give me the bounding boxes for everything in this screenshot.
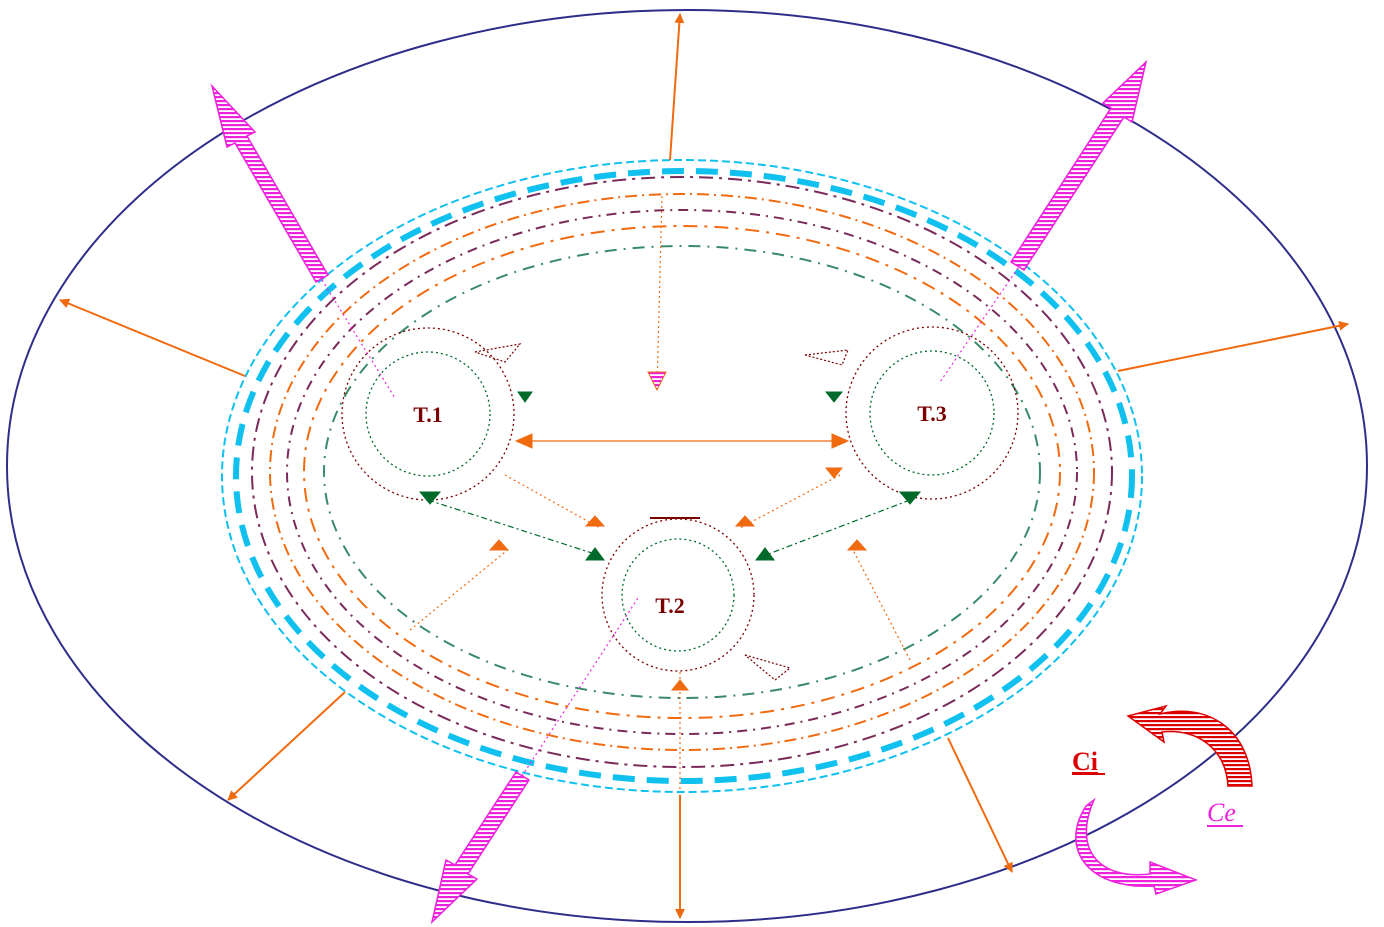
magenta-dotted-links xyxy=(321,267,1019,777)
inner-rings xyxy=(251,176,1113,768)
node-t3-label: T.3 xyxy=(917,401,947,426)
legend-ci-label: Ci xyxy=(1072,747,1098,776)
ring-orange-outer xyxy=(269,193,1095,751)
link-t3-t2-green xyxy=(765,499,911,556)
cyan-boundary-thick xyxy=(233,168,1135,784)
node-t3: T.3 xyxy=(845,326,1019,500)
arrowhead-green-t2-right xyxy=(755,547,775,561)
arrowhead-orange-right-boundary xyxy=(846,539,868,551)
ring-teal-inner xyxy=(323,245,1041,699)
arrowhead-orange-t2-right xyxy=(734,515,756,527)
node-connections xyxy=(409,440,911,790)
ci-curved-arrow-icon xyxy=(1126,704,1253,787)
magenta-arrows xyxy=(210,59,1148,925)
node-t1: T.1 xyxy=(341,327,515,501)
ring-purple-mid xyxy=(286,209,1078,735)
small-arrowheads xyxy=(418,391,922,691)
arrowhead-orange-t3 xyxy=(824,467,844,479)
arrow-bottom-left xyxy=(227,691,346,801)
link-boundary-t2-right xyxy=(851,547,911,661)
top-dotted-arrowhead xyxy=(647,371,667,392)
link-boundary-t2-left xyxy=(409,547,511,631)
radial-arrows xyxy=(59,13,1349,919)
arrowhead-green-t2-left xyxy=(585,547,605,561)
link-t3-t2-orange xyxy=(739,474,841,529)
node-t2-inner-circle xyxy=(621,538,735,652)
node-flags xyxy=(474,343,849,681)
link-t1-t2-orange xyxy=(504,474,601,529)
node-t3-inner-circle xyxy=(869,350,995,476)
link-bottomleft-t2 xyxy=(521,597,639,777)
top-dotted-line xyxy=(656,195,663,389)
arrowhead-orange-bottom xyxy=(670,679,690,691)
node-t2-label: T.2 xyxy=(655,593,685,618)
node-t1-label: T.1 xyxy=(413,402,443,427)
flag-t1 xyxy=(474,343,522,363)
link-topleft-t1 xyxy=(321,279,396,399)
ring-orange-mid xyxy=(303,225,1061,719)
cyan-boundary-thin xyxy=(221,159,1143,793)
link-t1-t2-green xyxy=(427,499,599,556)
arrow-right xyxy=(1117,320,1349,372)
flag-t2 xyxy=(744,654,792,681)
node-t1-inner-circle xyxy=(365,351,491,477)
legend-ce-label: Ce xyxy=(1207,798,1236,827)
arrowhead-t1-left xyxy=(514,433,533,449)
node-t3-outer-circle xyxy=(845,326,1019,500)
ring-purple-outer xyxy=(251,176,1113,768)
legend: Ci Ce xyxy=(1072,704,1253,895)
arrowhead-orange-t2-left xyxy=(584,515,606,527)
node-t1-outer-circle xyxy=(341,327,515,501)
arrowhead-green-t3 xyxy=(824,391,844,403)
node-t2: T.2 xyxy=(601,518,755,672)
arrow-top xyxy=(669,13,685,161)
arrow-bottom-right xyxy=(947,737,1013,873)
arrowhead-green-t1-bottom xyxy=(418,491,442,505)
ce-curved-arrow-icon xyxy=(1075,797,1199,895)
node-t2-outer-circle xyxy=(601,518,755,672)
magenta-arrow-top-left xyxy=(210,83,330,284)
link-topright-t3 xyxy=(939,267,1019,383)
arrowhead-t3-right xyxy=(831,433,850,449)
outer-boundary-ellipse xyxy=(6,9,1368,923)
arrowhead-green-t3-bottom xyxy=(898,491,922,505)
arrowhead-green-t1 xyxy=(517,391,533,403)
flag-t3 xyxy=(804,349,849,366)
arrowhead-orange-left-boundary xyxy=(488,539,510,551)
arrow-left xyxy=(59,298,246,377)
magenta-arrow-top-right xyxy=(1009,59,1148,272)
